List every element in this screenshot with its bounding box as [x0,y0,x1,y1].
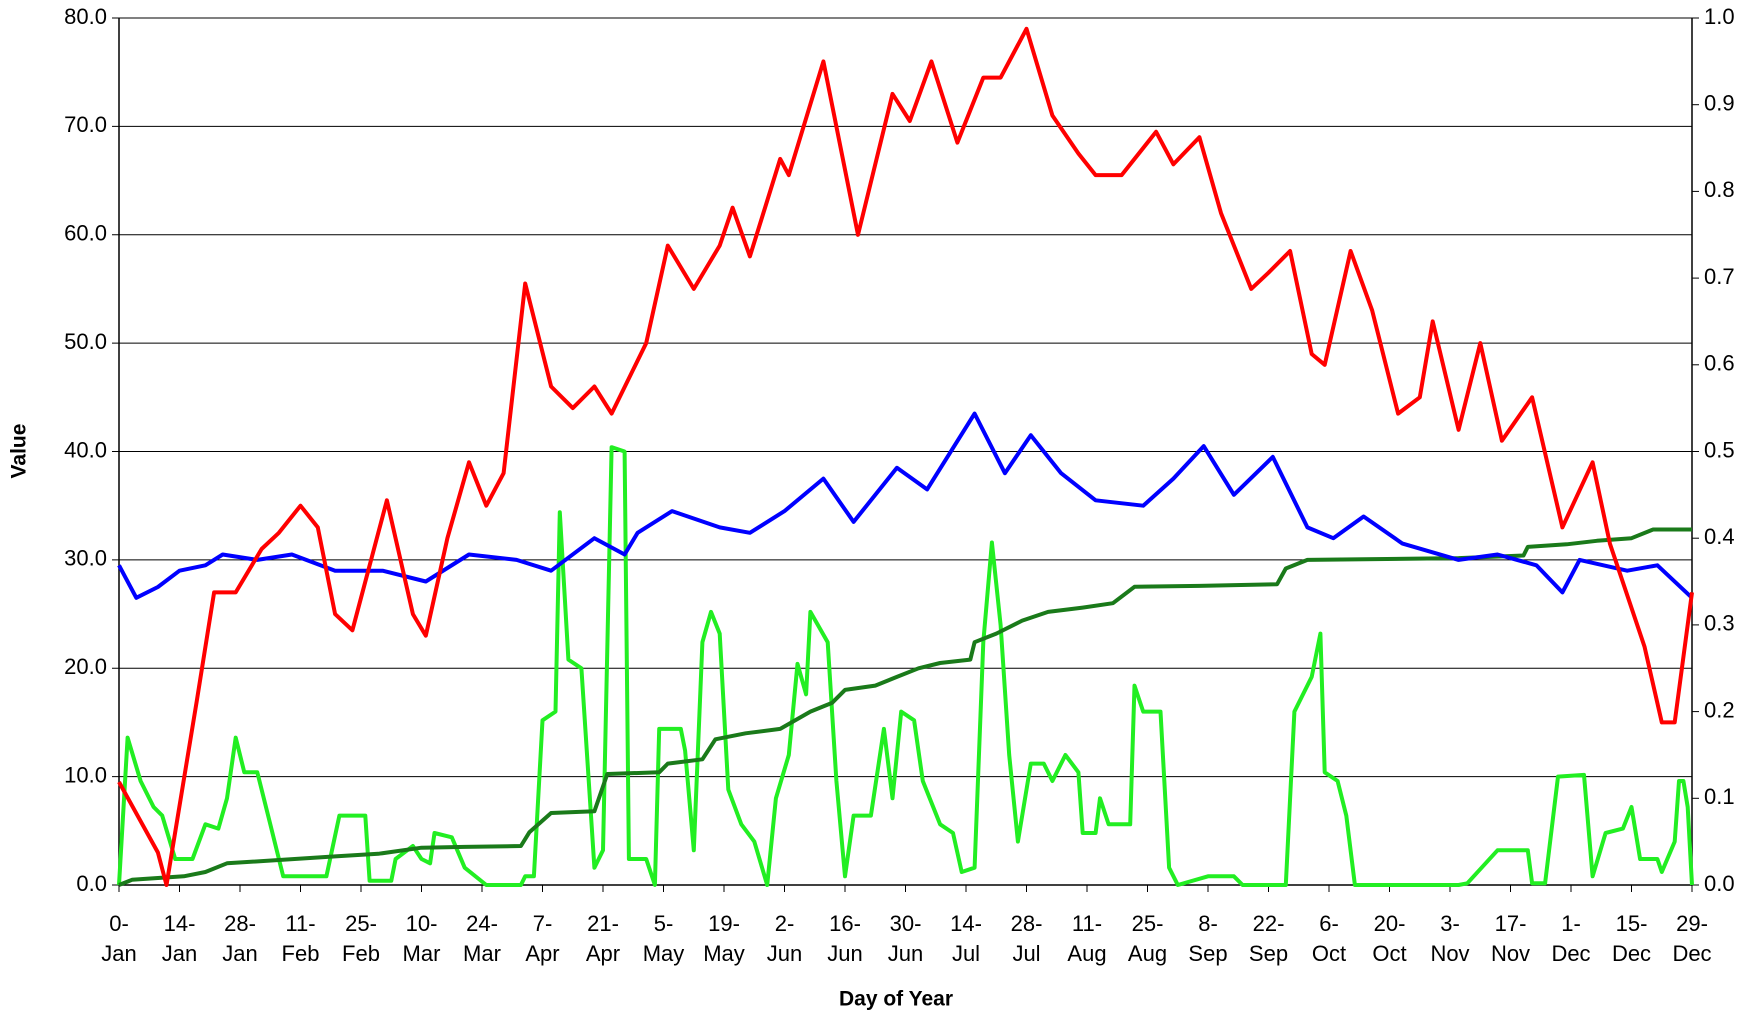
x-tick-label: 10-Mar [403,911,441,966]
y-tick-label: 30.0 [64,546,107,571]
y2-tick-label: 0.4 [1704,524,1735,549]
y2-tick-label: 0.5 [1704,437,1735,462]
x-tick-label: 28-Jan [222,911,257,966]
x-tick-label: 8-Sep [1188,911,1227,966]
y-tick-label: 0.0 [76,871,107,896]
series-line [117,411,1694,600]
y-tick-label: 50.0 [64,329,107,354]
x-tick-label: 19-May [703,911,745,966]
series-line [118,527,1692,887]
x-tick-label: 2-Jun [767,911,802,966]
y-tick-label: 20.0 [64,654,107,679]
y-tick-label: 70.0 [64,112,107,137]
y2-tick-label: 0.8 [1704,177,1735,202]
y2-tick-label: 0.7 [1704,264,1735,289]
x-tick-label: 20-Oct [1372,911,1406,966]
x-tick-label: 0-Jan [101,911,136,966]
x-tick-label: 16-Jun [827,911,862,966]
x-tick-label: 15-Dec [1612,911,1651,966]
y2-tick-label: 0.0 [1704,871,1735,896]
x-tick-label: 6-Oct [1312,911,1346,966]
x-tick-label: 14-Jan [162,911,197,966]
x-tick-label: 30-Jun [888,911,923,966]
x-tick-label: 7-Apr [525,911,559,966]
y-tick-label: 60.0 [64,221,107,246]
x-tick-label: 28-Jul [1011,911,1043,966]
x-tick-label: 5-May [643,911,685,966]
y-tick-label: 80.0 [64,4,107,29]
x-tick-label: 14-Jul [950,911,982,966]
y2-tick-label: 0.6 [1704,351,1735,376]
y2-tick-label: 0.2 [1704,697,1735,722]
x-tick-label: 1-Dec [1551,911,1590,966]
x-tick-label: 24-Mar [463,911,501,966]
x-tick-label: 22-Sep [1249,911,1288,966]
series-line [117,445,1694,887]
x-tick-label: 17-Nov [1491,911,1530,966]
y-axis-title: Value [8,424,31,479]
series-line [117,26,1694,887]
y-tick-label: 40.0 [64,437,107,462]
x-tick-label: 25-Feb [342,911,380,966]
y2-tick-label: 0.9 [1704,91,1735,116]
y2-tick-label: 1.0 [1704,4,1735,29]
x-axis-title: Day of Year [839,988,953,1011]
x-tick-label: 3-Nov [1430,911,1469,966]
x-tick-label: 11-Feb [282,911,320,966]
x-tick-label: 11-Aug [1067,911,1106,966]
y-tick-label: 10.0 [64,762,107,787]
y2-tick-label: 0.3 [1704,611,1735,636]
y2-tick-label: 0.1 [1704,784,1735,809]
x-tick-label: 21-Apr [586,911,620,966]
x-tick-label: 29-Dec [1672,911,1711,966]
x-tick-label: 25-Aug [1128,911,1167,966]
